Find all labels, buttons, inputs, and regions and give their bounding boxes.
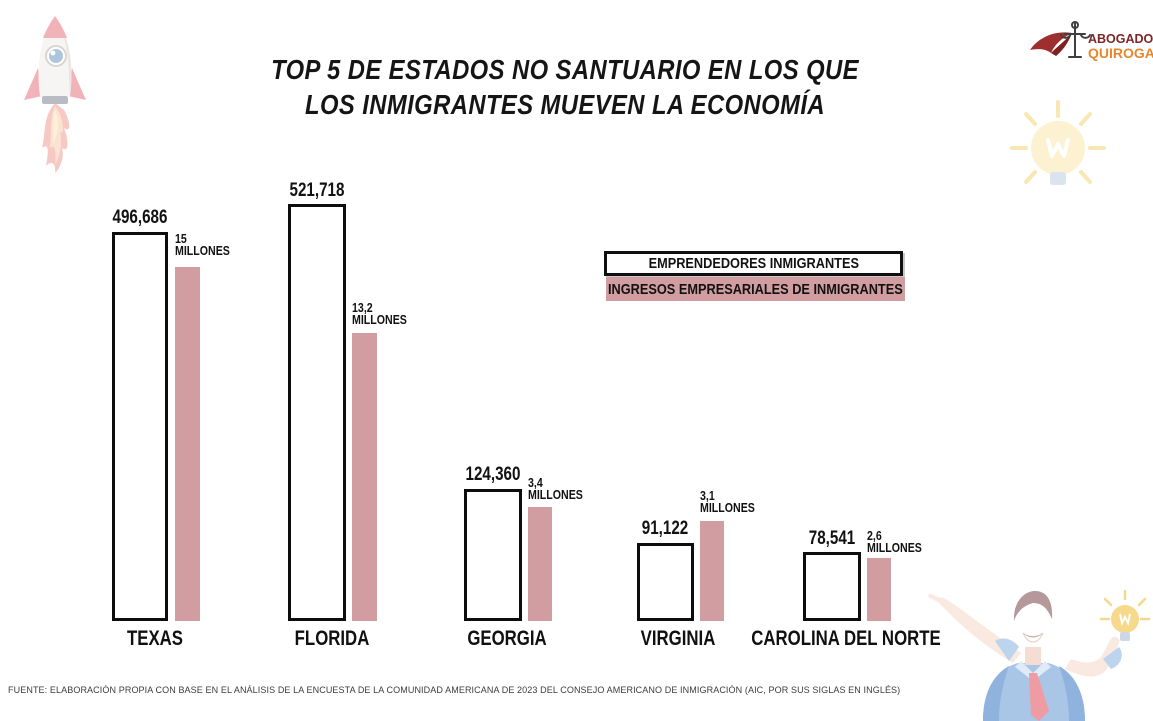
entrepreneurs-value-florida: 521,718: [289, 180, 345, 201]
rocket-illustration: [24, 16, 86, 173]
entrepreneurs-value-carolina: 78,541: [808, 528, 856, 549]
person-illustration: [928, 589, 1151, 721]
legend-income: INGRESOS EMPRESARIALES DE INMIGRANTES: [606, 277, 905, 301]
income-label-florida: 13,2 MILLONES: [352, 301, 407, 327]
entrepreneurs-value-georgia: 124,360: [465, 464, 521, 485]
income-label-texas: 15 MILLONES: [175, 232, 230, 258]
income-label-carolina: 2,6 MILLONES: [867, 529, 922, 555]
logo-text-quiroga: QUIROGA.: [1088, 45, 1153, 61]
title-line-1: TOP 5 DE ESTADOS NO SANTUARIO EN LOS QUE: [271, 54, 859, 85]
income-bar-florida: [352, 333, 377, 621]
state-label-carolina: CAROLINA DEL NORTE: [751, 627, 941, 650]
state-label-georgia: GEORGIA: [467, 627, 547, 650]
entrepreneurs-value-virginia: 91,122: [641, 518, 689, 539]
entrepreneurs-bar-virginia: [637, 543, 694, 621]
income-bar-carolina: [867, 558, 891, 621]
entrepreneurs-bar-georgia: [464, 489, 522, 621]
title-line-2: LOS INMIGRANTES MUEVEN LA ECONOMÍA: [304, 89, 825, 120]
income-label-virginia: 3,1 MILLONES: [700, 489, 755, 515]
legend-entrepreneurs-label: EMPRENDEDORES INMIGRANTES: [648, 255, 859, 272]
state-label-florida: FLORIDA: [294, 627, 370, 650]
entrepreneurs-bar-carolina: [803, 552, 861, 621]
income-bar-georgia: [528, 507, 552, 621]
entrepreneurs-value-texas: 496,686: [112, 207, 168, 228]
income-bar-virginia: [700, 521, 724, 621]
source-note: FUENTE: ELABORACIÓN PROPIA CON BASE EN E…: [8, 685, 901, 696]
entrepreneurs-bar-texas: [112, 232, 168, 621]
abogado-quiroga-logo: ABOGADO QUIROGA.: [1030, 21, 1153, 61]
legend-income-label: INGRESOS EMPRESARIALES DE INMIGRANTES: [608, 280, 903, 298]
lightbulb-illustration: [1010, 100, 1106, 185]
state-label-virginia: VIRGINIA: [640, 627, 716, 650]
logo-text-abogado: ABOGADO: [1088, 32, 1153, 46]
income-label-georgia: 3,4 MILLONES: [528, 476, 583, 502]
legend-entrepreneurs: EMPRENDEDORES INMIGRANTES: [604, 251, 903, 276]
state-label-texas: TEXAS: [126, 627, 184, 650]
income-bar-texas: [175, 267, 200, 621]
page-title: TOP 5 DE ESTADOS NO SANTUARIO EN LOS QUE…: [0, 52, 1130, 122]
entrepreneurs-bar-florida: [288, 204, 346, 621]
